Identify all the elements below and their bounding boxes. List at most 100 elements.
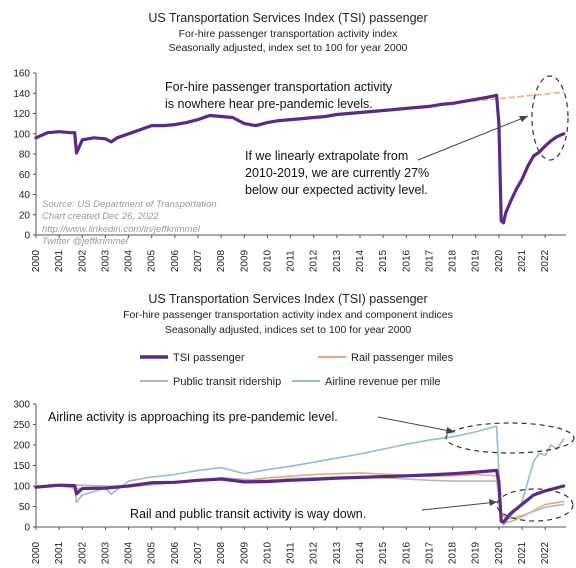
legend-label-public-transit-ridership: Public transit ridership bbox=[173, 376, 281, 388]
x-tick-label: 2021 bbox=[517, 249, 528, 272]
top-annotation-1-line-2: is nowhere hear pre-pandemic levels. bbox=[165, 97, 373, 111]
x-tick-label: 2022 bbox=[540, 249, 551, 272]
bottom-annotation-arrow-2 bbox=[421, 501, 498, 511]
x-tick-label: 2002 bbox=[77, 541, 88, 564]
top-chart-subtitle-2: Seasonally adjusted, index set to 100 fo… bbox=[169, 42, 408, 54]
top-y-axis: 0 20 40 60 80 100 120 140 160 bbox=[13, 69, 37, 242]
bottom-x-axis: 2000 2001 2002 2003 2004 2005 2006 2007 2008 2009… bbox=[31, 526, 566, 564]
top-chart-subtitle-1: For-hire passenger transportation activi… bbox=[179, 28, 399, 40]
y-tick-label: 200 bbox=[13, 441, 30, 452]
y-tick-label: 150 bbox=[13, 461, 30, 472]
x-tick-label: 2011 bbox=[286, 250, 297, 272]
x-tick-label: 2010 bbox=[262, 541, 273, 564]
x-tick-label: 2001 bbox=[54, 541, 65, 564]
top-highlight-ellipse bbox=[531, 75, 569, 161]
source-line-1: Source: US Department of Transportation bbox=[42, 199, 217, 210]
top-chart: US Transportation Services Index (TSI) p… bbox=[13, 11, 569, 272]
series-line-tsi bbox=[34, 93, 566, 225]
y-tick-label: 100 bbox=[13, 482, 30, 493]
x-tick-label: 2005 bbox=[147, 249, 158, 272]
legend-label-airline-revenue-per-mile: Airline revenue per mile bbox=[325, 376, 441, 388]
x-tick-label: 2013 bbox=[332, 249, 343, 272]
source-line-4: Twitter @jeffkrimmel bbox=[42, 236, 129, 247]
y-tick-label: 0 bbox=[24, 523, 30, 534]
bottom-annotation-arrowhead-1 bbox=[446, 427, 455, 434]
x-tick-label: 2008 bbox=[216, 249, 227, 272]
y-tick-label: 60 bbox=[19, 170, 31, 181]
x-tick-label: 2017 bbox=[424, 249, 435, 272]
x-tick-label: 2006 bbox=[170, 541, 181, 564]
bottom-annotation-1: Airline activity is approaching its pre-… bbox=[48, 410, 338, 424]
x-tick-label: 2008 bbox=[216, 541, 227, 564]
x-tick-label: 2000 bbox=[31, 249, 42, 272]
top-annotation-arrowhead bbox=[519, 116, 528, 122]
x-tick-label: 2003 bbox=[100, 541, 111, 564]
x-tick-label: 2009 bbox=[239, 249, 250, 272]
bottom-annotation-arrowhead-2 bbox=[489, 499, 497, 506]
bottom-highlight-ellipse-airline bbox=[445, 422, 575, 454]
legend-label-rail-passenger-miles: Rail passenger miles bbox=[351, 352, 454, 364]
x-tick-label: 2022 bbox=[540, 541, 551, 564]
x-tick-label: 2019 bbox=[471, 249, 482, 272]
x-tick-label: 2016 bbox=[401, 541, 412, 564]
bottom-chart: US Transportation Services Index (TSI) p… bbox=[13, 292, 575, 564]
y-tick-label: 120 bbox=[13, 109, 30, 120]
x-tick-label: 2011 bbox=[286, 542, 297, 564]
top-chart-title: US Transportation Services Index (TSI) p… bbox=[148, 11, 427, 25]
top-series-group bbox=[34, 91, 566, 225]
x-tick-label: 2016 bbox=[401, 249, 412, 272]
x-tick-label: 2001 bbox=[54, 249, 65, 272]
y-tick-label: 250 bbox=[13, 420, 30, 431]
top-annotation-2-line-2: 2010-2019, we are currently 27% bbox=[245, 166, 429, 180]
y-tick-label: 160 bbox=[13, 69, 30, 80]
x-tick-label: 2018 bbox=[448, 249, 459, 272]
x-tick-label: 2002 bbox=[77, 249, 88, 272]
top-annotation-arrow bbox=[417, 115, 529, 161]
x-tick-label: 2015 bbox=[378, 249, 389, 272]
x-tick-label: 2006 bbox=[170, 249, 181, 272]
legend-label-tsi-passenger: TSI passenger bbox=[173, 352, 245, 364]
x-tick-label: 2004 bbox=[124, 249, 135, 272]
x-tick-label: 2010 bbox=[262, 249, 273, 272]
x-tick-label: 2017 bbox=[424, 541, 435, 564]
top-annotation-2-line-3: below our expected activity level. bbox=[245, 183, 428, 197]
x-tick-label: 2014 bbox=[355, 541, 366, 564]
y-tick-label: 100 bbox=[13, 129, 30, 140]
bottom-chart-subtitle-2: Seasonally adjusted, indices set to 100 … bbox=[165, 324, 411, 336]
bottom-legend: TSI passenger Rail passenger miles Publi… bbox=[140, 352, 454, 388]
x-tick-label: 2020 bbox=[494, 541, 505, 564]
x-tick-label: 2007 bbox=[193, 541, 204, 564]
x-tick-label: 2009 bbox=[239, 541, 250, 564]
x-tick-label: 2013 bbox=[332, 541, 343, 564]
x-tick-label: 2003 bbox=[100, 249, 111, 272]
bottom-annotation-arrow-1 bbox=[377, 416, 456, 433]
top-annotation-2-line-1: If we linearly extrapolate from bbox=[245, 149, 408, 163]
top-x-axis: 2000 2001 2002 2003 2004 2005 2006 2007 2008 2009… bbox=[31, 234, 566, 272]
y-tick-label: 140 bbox=[13, 89, 30, 100]
bottom-annotation-2: Rail and public transit activity is way … bbox=[130, 507, 366, 521]
x-tick-label: 2000 bbox=[31, 541, 42, 564]
x-tick-label: 2012 bbox=[309, 541, 320, 564]
x-tick-label: 2021 bbox=[517, 541, 528, 564]
bottom-highlight-ellipse-rail-transit bbox=[496, 488, 574, 522]
bottom-y-axis: 0 50 100 150 200 250 300 bbox=[13, 400, 37, 534]
x-tick-label: 2014 bbox=[355, 249, 366, 272]
y-tick-label: 40 bbox=[19, 190, 31, 201]
y-tick-label: 50 bbox=[19, 502, 31, 513]
top-annotation-1-line-1: For-hire passenger transportation activi… bbox=[165, 80, 393, 94]
source-line-3: http://www.linkedin.com/in/jeffkrimmel bbox=[42, 224, 201, 235]
x-tick-label: 2005 bbox=[147, 541, 158, 564]
x-tick-label: 2015 bbox=[378, 541, 389, 564]
y-tick-label: 300 bbox=[13, 400, 30, 411]
x-tick-label: 2004 bbox=[124, 541, 135, 564]
y-tick-label: 80 bbox=[19, 150, 31, 161]
series-line-tsi-passenger bbox=[34, 468, 566, 524]
x-tick-label: 2019 bbox=[471, 541, 482, 564]
y-tick-label: 20 bbox=[19, 210, 31, 221]
bottom-chart-subtitle-1: For-hire passenger transportation activi… bbox=[123, 309, 453, 321]
source-line-2: Chart created Dec 26, 2022 bbox=[42, 211, 159, 222]
x-tick-label: 2020 bbox=[494, 249, 505, 272]
y-tick-label: 0 bbox=[24, 231, 30, 242]
bottom-chart-title: US Transportation Services Index (TSI) p… bbox=[148, 292, 427, 306]
